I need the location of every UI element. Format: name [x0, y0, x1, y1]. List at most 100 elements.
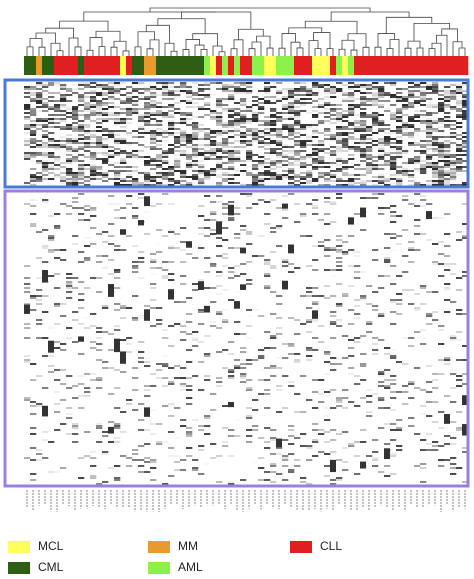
heat-cell: [174, 140, 181, 142]
heat-cell: [408, 90, 415, 92]
heat-cell: [108, 150, 115, 152]
heat-cell: [162, 405, 169, 407]
heat-cell: [348, 401, 355, 403]
heat-cell: [438, 445, 445, 447]
heat-cell: [210, 136, 217, 138]
heat-cell: [414, 219, 421, 221]
heat-cell: [348, 106, 355, 108]
heat-cell: [384, 207, 391, 209]
heat-cell: [384, 178, 391, 180]
heat-cell: [114, 184, 121, 186]
heat-cell: [114, 148, 121, 150]
heat-cell: [72, 106, 79, 108]
heat-cell: [456, 385, 463, 387]
heat-cell: [174, 461, 181, 463]
heat-cell: [162, 84, 169, 86]
heat-cell: [414, 110, 421, 112]
heat-cell: [342, 293, 349, 295]
heat-cell: [396, 174, 403, 176]
heat-cell: [78, 142, 85, 144]
heat-cell: [132, 100, 139, 102]
heat-cell: [378, 114, 385, 116]
heat-cell: [30, 120, 37, 122]
heat-cell: [426, 148, 433, 150]
heat-cell: [396, 429, 403, 431]
heat-cell: [30, 142, 37, 144]
heat-cell: [240, 184, 247, 186]
heat-cell: [228, 455, 235, 457]
heat-cell: [324, 285, 331, 287]
heat-cell: [114, 427, 121, 429]
heat-cell: [438, 130, 445, 132]
heat-cell: [264, 170, 271, 172]
heat-cell: [360, 148, 367, 150]
heat-cell: [108, 98, 115, 100]
heat-cell: [348, 98, 355, 100]
heat-cell: [462, 152, 469, 154]
heat-cell: [438, 182, 445, 184]
heat-cell: [126, 154, 133, 156]
heat-cell: [384, 124, 391, 126]
group-cell: [66, 56, 73, 75]
heat-cell: [204, 417, 211, 419]
heat-cell: [330, 369, 337, 371]
heat-cell: [462, 481, 469, 483]
heat-cell: [156, 132, 163, 134]
heat-cell: [456, 429, 463, 431]
heat-cell: [270, 114, 277, 116]
heat-cell: [432, 311, 439, 313]
heat-cell: [222, 84, 229, 86]
heat-cell: [324, 184, 331, 186]
heat-cell: [384, 100, 391, 102]
heat-cell: [144, 184, 151, 186]
heat-cell: [84, 84, 91, 86]
heat-cell: [102, 453, 109, 455]
dendro-link: [431, 42, 442, 56]
heat-cell: [96, 94, 103, 96]
heat-cell: [312, 162, 319, 164]
dendro-link: [182, 49, 190, 56]
heat-cell: [450, 457, 457, 459]
heat-cell: [114, 277, 121, 279]
heat-cell: [84, 237, 91, 239]
heat-cell: [450, 301, 457, 303]
heat-cell: [186, 241, 192, 248]
heat-cell: [270, 122, 277, 124]
heat-cell: [216, 144, 223, 146]
heat-cell: [324, 90, 331, 92]
heat-cell: [288, 443, 295, 445]
heat-cell: [222, 146, 229, 148]
heat-cell: [414, 249, 421, 251]
group-cell: [264, 56, 271, 75]
heat-cell: [396, 130, 403, 132]
heat-cell: [192, 257, 199, 259]
heat-cell: [228, 94, 235, 96]
heat-cell: [42, 168, 49, 170]
heat-cell: [390, 158, 397, 160]
heat-cell: [210, 201, 217, 203]
heat-cell: [402, 289, 409, 291]
heat-cell: [432, 84, 439, 86]
heat-cell: [342, 146, 349, 148]
heat-cell: [60, 343, 67, 345]
heat-cell: [132, 459, 139, 461]
heat-cell: [162, 174, 169, 176]
heat-cell: [462, 140, 469, 142]
heat-cell: [198, 170, 205, 172]
heat-cell: [432, 158, 439, 160]
heat-cell: [390, 132, 397, 134]
heat-cell: [234, 152, 241, 154]
group-cell: [318, 56, 325, 75]
heat-cell: [354, 255, 361, 257]
heat-cell: [120, 130, 127, 132]
heat-cell: [108, 367, 115, 369]
heat-cell: [282, 106, 289, 108]
heat-cell: [24, 86, 31, 88]
heat-cell: [294, 152, 301, 154]
heat-cell: [438, 329, 445, 331]
heat-cell: [108, 92, 115, 94]
heat-cell: [228, 158, 235, 160]
heat-cell: [114, 120, 121, 122]
group-cell: [240, 56, 247, 75]
heat-cell: [210, 140, 217, 142]
